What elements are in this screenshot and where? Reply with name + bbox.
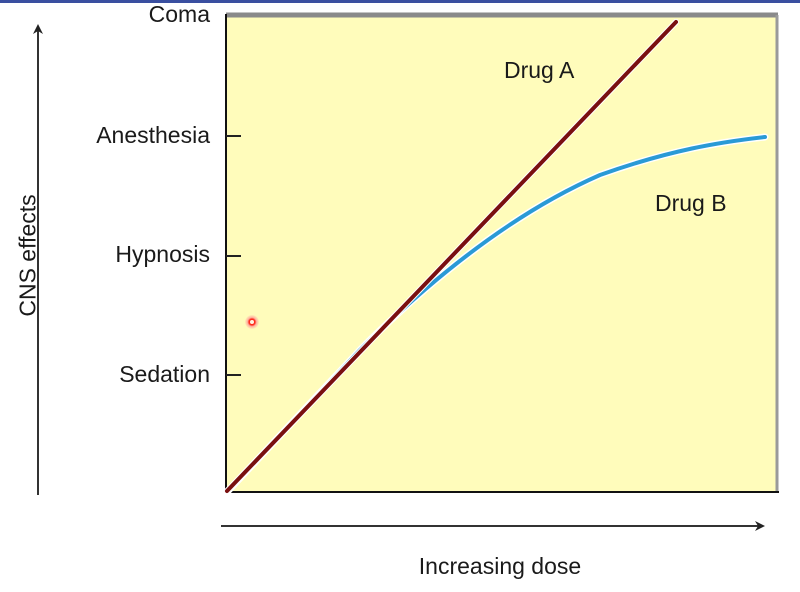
y-tick-hypnosis: Hypnosis xyxy=(115,241,210,267)
mouse-pointer-highlight xyxy=(245,315,259,329)
plot-area xyxy=(226,15,778,492)
y-tick-coma: Coma xyxy=(148,1,210,27)
drug-a-label: Drug A xyxy=(504,57,575,83)
window-top-border xyxy=(0,0,800,3)
y-tick-sedation: Sedation xyxy=(119,361,210,387)
drug-b-label: Drug B xyxy=(655,190,727,216)
x-axis-label: Increasing dose xyxy=(418,553,582,579)
y-tick-anesthesia: Anesthesia xyxy=(96,122,210,148)
y-axis-label: CNS effects xyxy=(14,194,41,317)
